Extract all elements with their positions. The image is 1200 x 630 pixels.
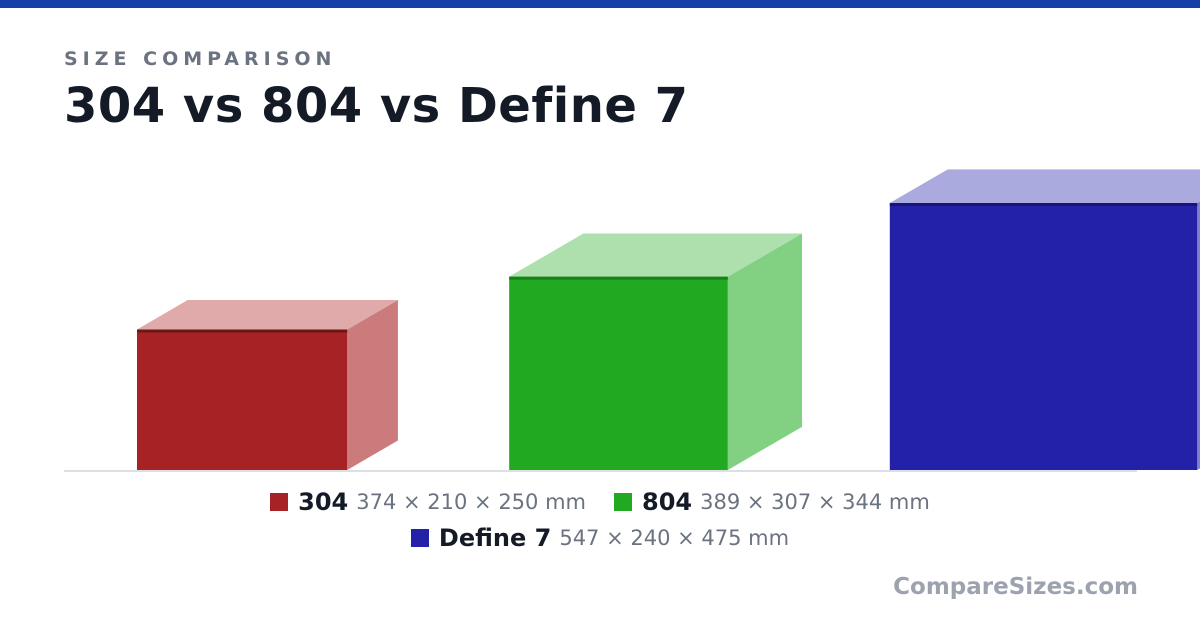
legend-label-304: 304 xyxy=(298,488,349,516)
box-top-define-7 xyxy=(889,169,1200,204)
legend-dims-define-7: 547 × 240 × 475 mm xyxy=(559,526,790,550)
page-title: 304 vs 804 vs Define 7 xyxy=(64,78,689,134)
box-edge-304 xyxy=(137,329,348,333)
legend-row-2: Define 7 547 × 240 × 475 mm xyxy=(0,524,1200,552)
top-accent-bar xyxy=(0,0,1200,8)
legend-swatch-804 xyxy=(614,493,632,511)
legend-swatch-304 xyxy=(270,493,289,511)
box-side-804 xyxy=(727,233,802,470)
box-top-304 xyxy=(137,299,398,330)
legend-row-1: 304 374 × 210 × 250 mm 804 389 × 307 × 3… xyxy=(0,488,1200,516)
legend-dims-804: 389 × 307 × 344 mm xyxy=(700,490,930,514)
page-kicker: SIZE COMPARISON xyxy=(64,48,337,70)
legend-item-804: 804 389 × 307 × 344 mm xyxy=(614,488,930,516)
box-side-304 xyxy=(347,299,398,470)
legend-label-804: 804 xyxy=(642,488,693,516)
box-top-804 xyxy=(509,233,802,277)
legend-item-304: 304 374 × 210 × 250 mm xyxy=(270,488,586,516)
legend-label-define-7: Define 7 xyxy=(438,524,552,552)
box-front-define-7 xyxy=(889,203,1198,471)
brand-watermark: CompareSizes.com xyxy=(893,574,1138,600)
box-side-define-7 xyxy=(1197,201,1200,470)
box-edge-804 xyxy=(509,276,728,280)
box-front-304 xyxy=(137,329,348,470)
legend-item-define-7: Define 7 547 × 240 × 475 mm xyxy=(410,524,790,552)
legend-swatch-define-7 xyxy=(410,529,429,547)
box-edge-define-7 xyxy=(889,203,1198,207)
legend-dims-304: 374 × 210 × 250 mm xyxy=(356,490,586,514)
box-front-804 xyxy=(509,276,728,470)
